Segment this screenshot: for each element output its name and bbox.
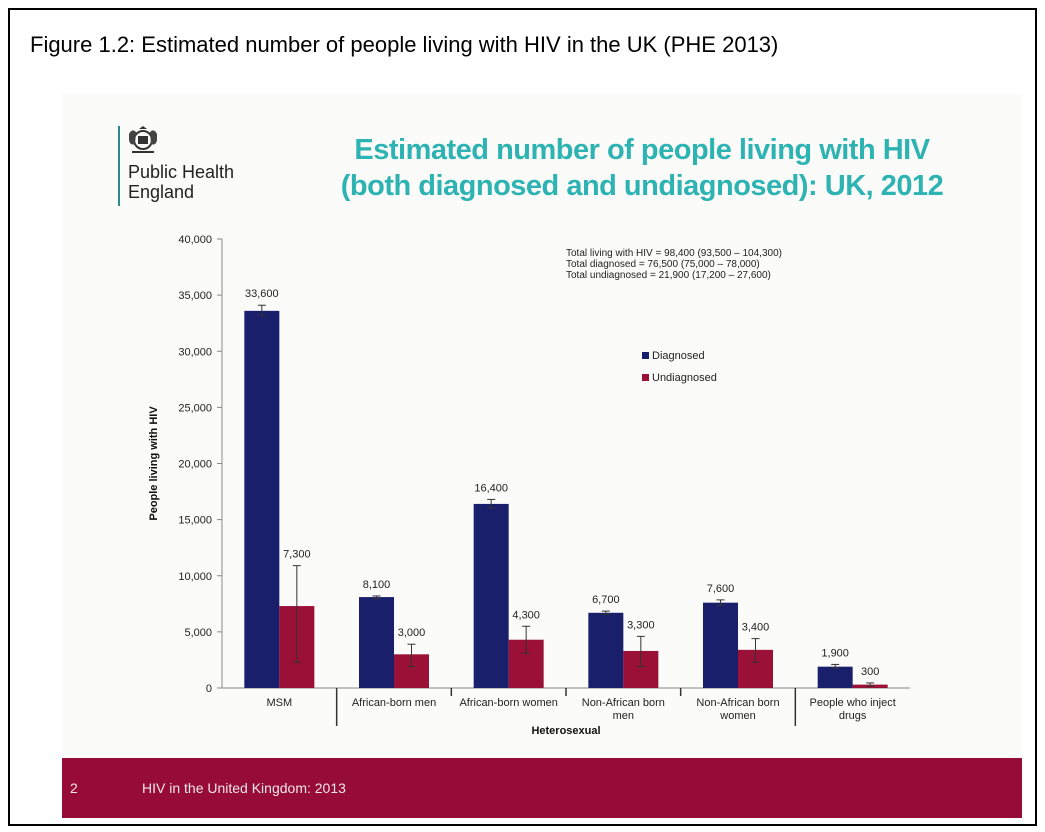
legend-swatch bbox=[642, 352, 649, 359]
bar-diagnosed bbox=[359, 597, 394, 688]
x-tick-label: men bbox=[613, 710, 634, 722]
bar-chart: 0 5,000 10,000 15,000 20,000 25,000 30,000 35,0… bbox=[148, 234, 910, 737]
data-label: 3,000 bbox=[398, 627, 426, 639]
figure-caption: Figure 1.2: Estimated number of people l… bbox=[30, 32, 779, 57]
slide-footer: 2 HIV in the United Kingdom: 2013 bbox=[62, 758, 1022, 818]
slide-title: Estimated number of people living with H… bbox=[292, 132, 992, 204]
legend-label: Undiagnosed bbox=[652, 372, 717, 384]
y-tick-label: 20,000 bbox=[178, 459, 212, 471]
y-tick-label: 30,000 bbox=[178, 346, 212, 358]
legend-label: Diagnosed bbox=[652, 350, 705, 362]
bar-diagnosed bbox=[703, 602, 738, 688]
phe-logo: Public Health England bbox=[118, 126, 268, 206]
summary-annotation: Total living with HIV = 98,400 (93,500 –… bbox=[566, 248, 782, 259]
slide-title-line1: Estimated number of people living with H… bbox=[354, 134, 930, 166]
x-tick-label: women bbox=[719, 710, 755, 722]
slide-title-line2: (both diagnosed and undiagnosed): UK, 20… bbox=[340, 170, 944, 202]
bar-diagnosed bbox=[244, 310, 280, 688]
data-label: 8,100 bbox=[363, 579, 391, 591]
summary-annotation: Total undiagnosed = 21,900 (17,200 – 27,… bbox=[566, 270, 771, 281]
data-label: 1,900 bbox=[821, 647, 849, 659]
x-tick-label: drugs bbox=[839, 710, 867, 722]
summary-annotation: Total diagnosed = 76,500 (75,000 – 78,00… bbox=[566, 259, 760, 270]
footer-text: HIV in the United Kingdom: 2013 bbox=[142, 780, 346, 796]
y-tick-label: 35,000 bbox=[178, 290, 212, 302]
y-tick-label: 15,000 bbox=[178, 515, 212, 527]
x-tick-label: Non-African born bbox=[696, 697, 779, 709]
data-label: 4,300 bbox=[512, 609, 540, 621]
data-label: 6,700 bbox=[592, 594, 620, 606]
footer-page-number: 2 bbox=[70, 780, 78, 796]
x-tick-label: African-born women bbox=[459, 697, 557, 709]
data-label: 3,400 bbox=[742, 622, 770, 634]
data-label: 300 bbox=[861, 666, 879, 678]
y-tick-label: 10,000 bbox=[178, 571, 212, 583]
x-tick-label: MSM bbox=[266, 697, 292, 709]
y-tick-label: 25,000 bbox=[178, 402, 212, 414]
data-label: 16,400 bbox=[474, 482, 508, 494]
y-tick-label: 40,000 bbox=[178, 234, 212, 246]
slide: Public Health England Estimated number o… bbox=[62, 94, 1022, 818]
logo-text-line2: England bbox=[128, 182, 195, 202]
y-tick-label: 0 bbox=[206, 683, 212, 695]
x-tick-label: Non-African born bbox=[582, 697, 665, 709]
x-tick-label: People who inject bbox=[810, 697, 896, 709]
logo-divider bbox=[118, 126, 120, 206]
y-tick-label: 5,000 bbox=[184, 627, 212, 639]
bar-diagnosed bbox=[588, 612, 624, 688]
logo-text-line1: Public Health bbox=[128, 162, 235, 182]
x-axis-title: Heterosexual bbox=[531, 725, 600, 737]
royal-crest-icon bbox=[129, 126, 157, 153]
data-label: 33,600 bbox=[245, 288, 279, 300]
y-axis-title: People living with HIV bbox=[148, 406, 160, 521]
x-tick-label: African-born men bbox=[352, 697, 436, 709]
legend-swatch bbox=[642, 374, 649, 381]
figure-frame: Figure 1.2: Estimated number of people l… bbox=[8, 8, 1037, 826]
data-label: 7,600 bbox=[707, 583, 735, 595]
bar-diagnosed bbox=[473, 503, 509, 688]
data-label: 7,300 bbox=[283, 549, 311, 561]
bar-diagnosed bbox=[817, 666, 853, 688]
data-label: 3,300 bbox=[627, 619, 655, 631]
